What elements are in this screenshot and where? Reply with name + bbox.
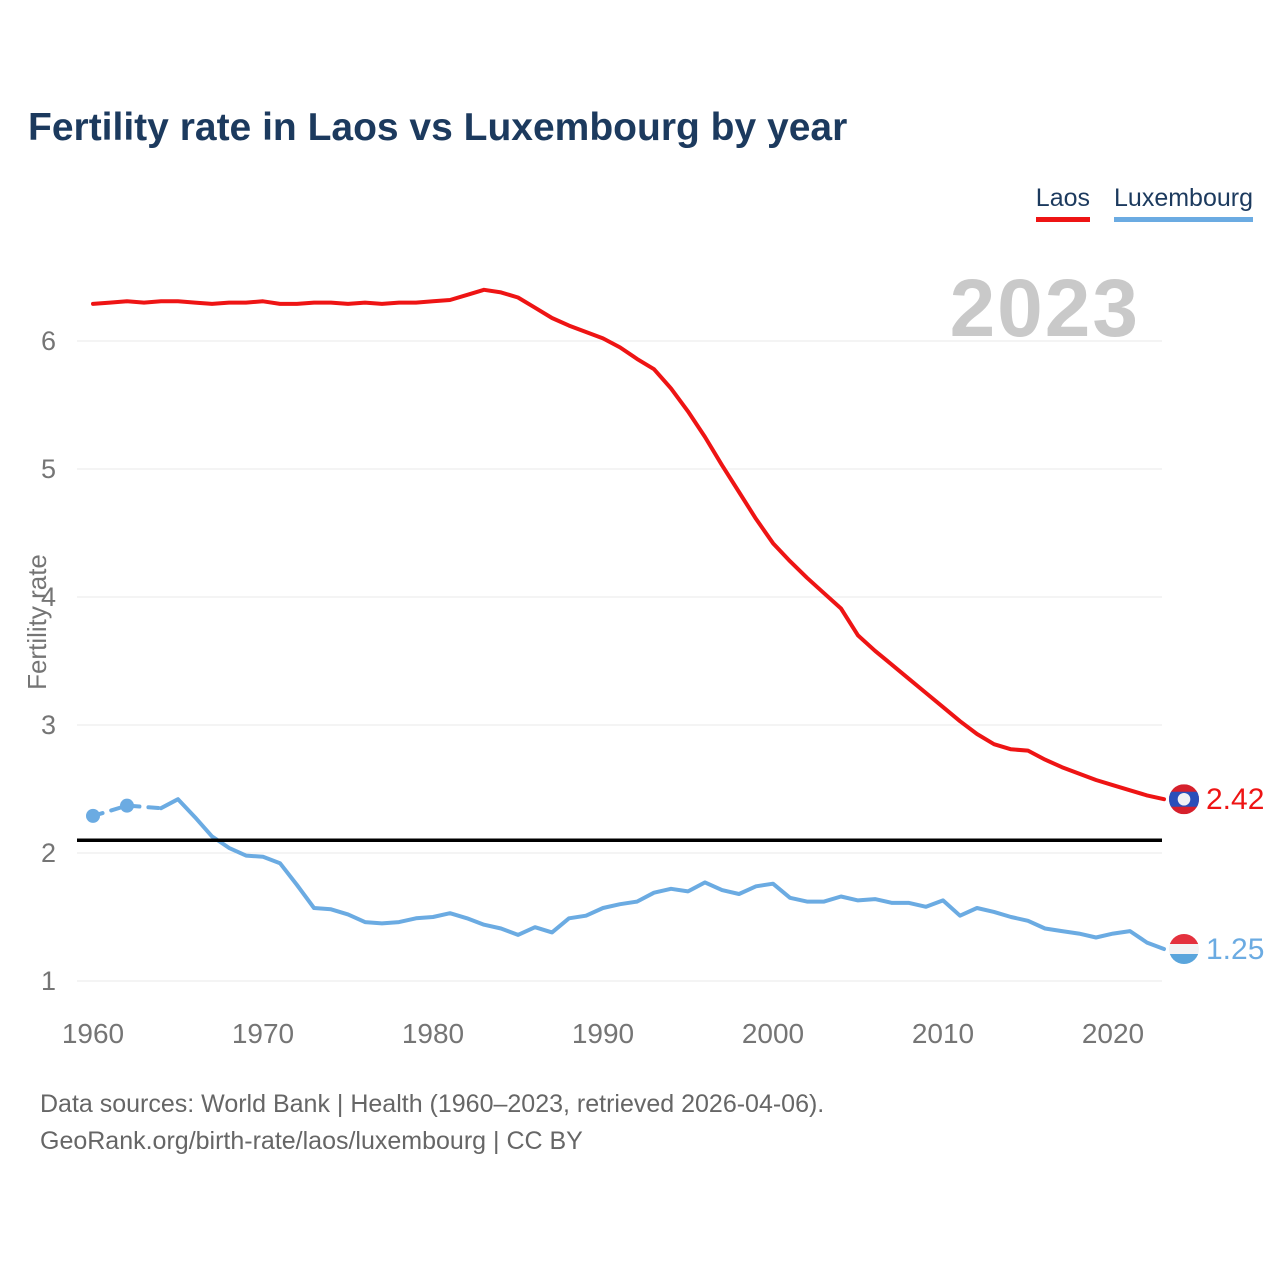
laos-flag-icon (1169, 784, 1199, 815)
y-tick-label: 3 (41, 710, 56, 740)
y-tick-label: 4 (41, 582, 56, 612)
series-line-luxembourg (159, 797, 1166, 951)
watermark-year: 2023 (950, 263, 1140, 354)
x-tick-label: 2000 (742, 1018, 804, 1049)
data-point-marker (120, 798, 134, 813)
x-tick-label: 1970 (232, 1018, 294, 1049)
footer-attribution-line: GeoRank.org/birth-rate/laos/luxembourg |… (40, 1127, 583, 1155)
chart-title: Fertility rate in Laos vs Luxembourg by … (28, 106, 848, 149)
y-tick-label: 6 (41, 326, 56, 356)
legend-item-luxembourg[interactable]: Luxembourg (1114, 184, 1253, 222)
y-tick-label: 2 (41, 838, 56, 868)
series-line-luxembourg (91, 803, 163, 818)
series-line-laos (91, 287, 1166, 802)
footer-sources-line: Data sources: World Bank | Health (1960–… (40, 1090, 825, 1118)
x-tick-label: 1980 (402, 1018, 464, 1049)
legend: Laos Luxembourg (1035, 184, 1253, 222)
y-tick-label: 5 (41, 454, 56, 484)
luxembourg-flag-icon (1169, 934, 1199, 964)
x-tick-label: 1990 (572, 1018, 634, 1049)
x-tick-label: 2020 (1082, 1018, 1144, 1049)
x-tick-label: 1960 (62, 1018, 124, 1049)
footer: Data sources: World Bank | Health (1960–… (40, 1086, 824, 1160)
x-tick-label: 2010 (912, 1018, 974, 1049)
end-value-label-luxembourg: 1.25 (1206, 933, 1264, 966)
y-axis-title: Fertility rate (22, 554, 52, 690)
end-value-label-laos: 2.42 (1206, 783, 1264, 816)
data-point-marker (86, 808, 100, 823)
y-tick-label: 1 (41, 966, 56, 996)
legend-item-laos[interactable]: Laos (1035, 184, 1091, 222)
